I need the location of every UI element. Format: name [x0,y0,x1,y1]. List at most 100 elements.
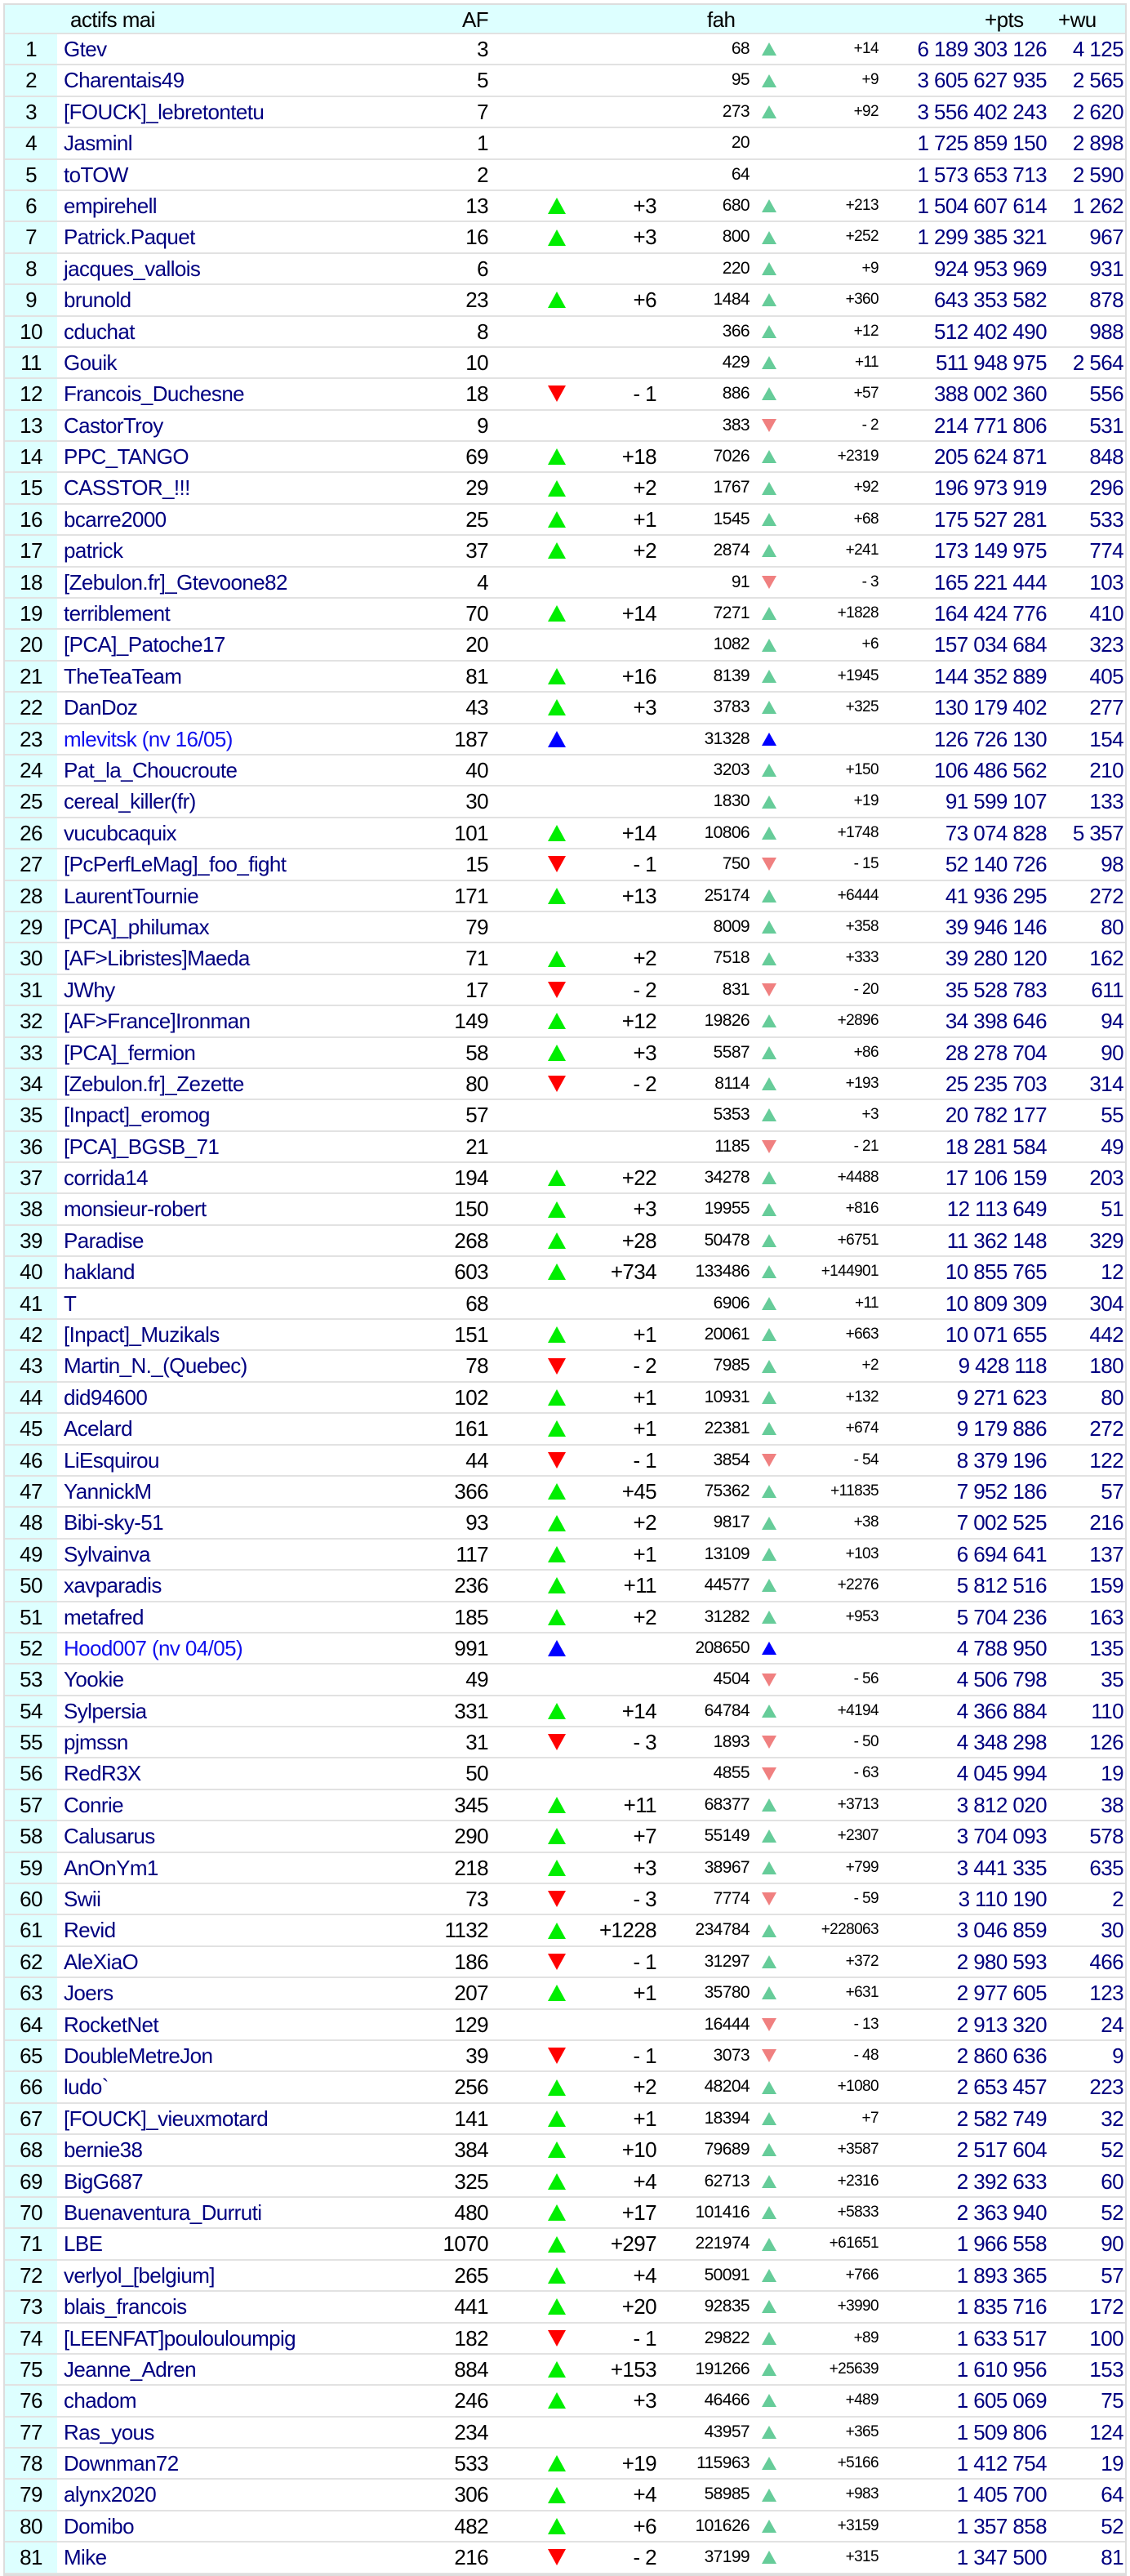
member-name[interactable]: Charentais49 [64,68,185,93]
member-name[interactable]: AnOnYm1 [64,1855,158,1880]
member-name[interactable]: jacques_vallois [64,256,201,281]
member-name[interactable]: Pat_la_Choucroute [64,757,238,782]
member-name[interactable]: hakland [64,1259,135,1285]
member-name[interactable]: LBE [64,2231,103,2257]
member-name[interactable]: Gouik [64,350,118,375]
pts-value: 165 221 444 [934,569,1048,595]
member-name[interactable]: xavparadis [64,1573,162,1598]
member-name[interactable]: Yookie [64,1667,124,1692]
member-name[interactable]: Martin_N._(Quebec) [64,1353,247,1379]
member-name[interactable]: Conrie [64,1792,124,1817]
member-name[interactable]: alynx2020 [64,2482,157,2507]
member-name[interactable]: Ras_yous [64,2419,154,2445]
wu-value: 531 [1089,412,1123,438]
member-name[interactable]: chadom [64,2388,137,2413]
af-value: 366 [454,1478,488,1504]
member-name[interactable]: [PCA]_BGSB_71 [64,1134,220,1159]
member-name[interactable]: CastorTroy [64,412,163,438]
member-name[interactable]: [PcPerfLeMag]_foo_fight [64,852,287,877]
pts-value: 2 860 636 [956,2043,1048,2068]
member-name[interactable]: Revid [64,1918,116,1943]
member-name[interactable]: verlyol_[belgium] [64,2262,215,2288]
member-name[interactable]: Acelard [64,1416,133,1442]
member-name[interactable]: Sylvainva [64,1541,150,1567]
up-triangle-icon [548,1545,566,1562]
member-name[interactable]: Hood007 (nv 04/05) [64,1635,243,1660]
member-name[interactable]: monsieur-robert [64,1197,207,1222]
member-name[interactable]: Jeanne_Adren [64,2356,197,2382]
member-name[interactable]: LiEsquirou [64,1447,159,1473]
member-name[interactable]: toTOW [64,162,128,187]
member-name[interactable]: cduchat [64,319,135,344]
member-name[interactable]: brunold [64,287,131,313]
af-delta: +1 [633,506,657,532]
member-name[interactable]: Sylpersia [64,1698,147,1723]
member-name[interactable]: T [64,1290,77,1316]
member-name[interactable]: YannickM [64,1478,152,1504]
up-triangle-icon [548,1013,566,1030]
member-name[interactable]: did94600 [64,1384,148,1410]
member-name[interactable]: JWhy [64,977,115,1002]
rank-cell: 54 [5,1696,57,1727]
member-name[interactable]: [PCA]_fermion [64,1040,196,1065]
member-name[interactable]: BigG687 [64,2168,144,2194]
member-name[interactable]: corrida14 [64,1165,149,1191]
member-name[interactable]: empirehell [64,193,158,218]
member-name[interactable]: DoubleMetreJon [64,2043,213,2068]
member-name[interactable]: Domibo [64,2513,135,2538]
member-name[interactable]: Gtev [64,37,107,61]
member-name[interactable]: Mike [64,2545,107,2570]
member-name[interactable]: blais_francois [64,2294,187,2320]
fah-trend [761,1540,777,1569]
member-name[interactable]: [PCA]_philumax [64,914,210,939]
member-name[interactable]: [Inpact]_Muzikals [64,1322,220,1348]
member-name[interactable]: RedR3X [64,1761,141,1786]
member-name[interactable]: Joers [64,1981,113,2006]
table-row: 27 [PcPerfLeMag]_foo_fight 15 - 1 750 - 15 52 … [5,849,1125,881]
member-name[interactable]: patrick [64,538,123,564]
member-name[interactable]: bcarre2000 [64,506,167,532]
member-name[interactable]: Calusarus [64,1824,155,1849]
fah-delta: +11 [854,353,879,371]
member-name[interactable]: AleXiaO [64,1949,139,1974]
wu-value: 210 [1089,757,1123,782]
member-name[interactable]: metafred [64,1604,144,1629]
fah-value: 429 [722,352,750,372]
member-name[interactable]: cereal_killer(fr) [64,789,196,814]
member-name[interactable]: PPC_TANGO [64,444,189,470]
member-name[interactable]: [FOUCK]_vieuxmotard [64,2106,269,2131]
member-name[interactable]: Patrick.Paquet [64,225,195,250]
member-name[interactable]: pjmssn [64,1730,128,1755]
member-name[interactable]: bernie38 [64,2137,143,2163]
member-name[interactable]: terriblement [64,601,171,626]
member-name[interactable]: ludo` [64,2075,109,2100]
member-name[interactable]: CASSTOR_!!! [64,475,190,501]
af-value: 9 [477,412,488,438]
member-name[interactable]: DanDoz [64,695,138,720]
member-name[interactable]: Francois_Duchesne [64,381,245,407]
member-name[interactable]: Downman72 [64,2451,179,2476]
member-name[interactable]: [FOUCK]_lebretontetu [64,99,265,124]
member-name[interactable]: mlevitsk (nv 16/05) [64,726,233,751]
up-triangle-icon [548,2392,566,2409]
member-name[interactable]: [AF>Libristes]Maeda [64,946,250,971]
member-name[interactable]: Bibi-sky-51 [64,1510,164,1535]
member-name[interactable]: Swii [64,1887,101,1912]
fah-delta: +3159 [837,2516,879,2534]
member-name[interactable]: Buenaventura_Durruti [64,2199,262,2225]
rank-cell: 81 [5,2543,57,2573]
member-name[interactable]: [AF>France]Ironman [64,1009,251,1034]
pts-value: 4 366 884 [956,1698,1048,1723]
member-name[interactable]: RocketNet [64,2012,159,2037]
member-name[interactable]: LaurentTournie [64,883,199,908]
member-name[interactable]: TheTeaTeam [64,663,182,689]
member-name[interactable]: [LEENFAT]poulouloumpig [64,2325,296,2351]
fah-delta: +3 [861,1106,879,1124]
member-name[interactable]: [PCA]_Patoche17 [64,632,225,657]
member-name[interactable]: vucubcaquix [64,820,177,845]
member-name[interactable]: [Zebulon.fr]_Gtevoone82 [64,569,287,595]
member-name[interactable]: [Zebulon.fr]_Zezette [64,1071,244,1096]
member-name[interactable]: [Inpact]_eromog [64,1103,211,1128]
member-name[interactable]: Jasminl [64,131,133,156]
member-name[interactable]: Paradise [64,1228,144,1253]
